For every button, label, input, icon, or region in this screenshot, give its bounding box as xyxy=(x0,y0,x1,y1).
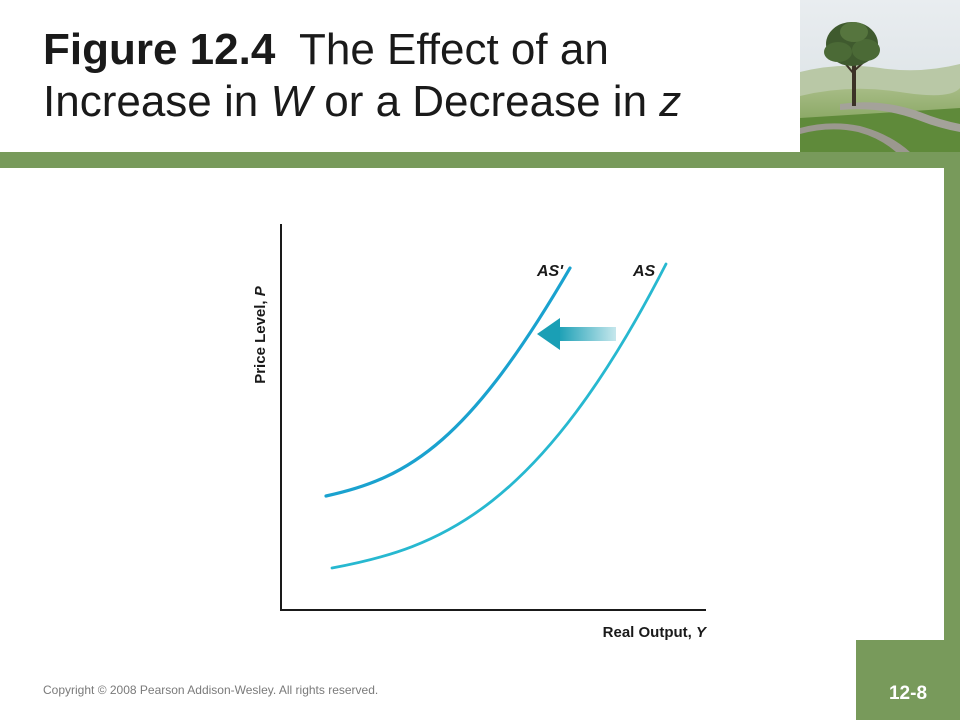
title-var-w: W xyxy=(270,77,312,126)
y-axis-label: Price Level, P xyxy=(252,285,269,384)
title-area: Figure 12.4 The Effect of an Increase in … xyxy=(0,0,800,152)
label-as-prime: AS' xyxy=(536,263,564,280)
slide-title: Figure 12.4 The Effect of an Increase in … xyxy=(43,24,681,128)
page-number: 12-8 xyxy=(888,683,928,704)
figure-label: Figure 12.4 xyxy=(43,25,276,74)
landscape-tree-photo xyxy=(800,0,960,152)
aggregate-supply-diagram: Price Level, P Real Output, Y AS' AS xyxy=(240,210,740,655)
title-text-part2: Increase in xyxy=(43,77,271,126)
title-text-part3: or a Decrease in xyxy=(312,77,660,126)
label-as: AS xyxy=(632,263,656,280)
curve-as xyxy=(330,262,668,570)
x-axis-label: Real Output, Y xyxy=(603,624,708,641)
header-divider-band xyxy=(0,152,960,168)
copyright-notice: Copyright © 2008 Pearson Addison-Wesley.… xyxy=(43,683,379,697)
title-text-part1: The Effect of an xyxy=(298,25,609,74)
curve-as-prime xyxy=(324,266,572,498)
title-var-z: z xyxy=(659,77,682,126)
left-shift-arrow xyxy=(537,318,616,350)
page-number-box: 12-8 xyxy=(856,640,960,720)
right-side-band xyxy=(944,168,960,648)
